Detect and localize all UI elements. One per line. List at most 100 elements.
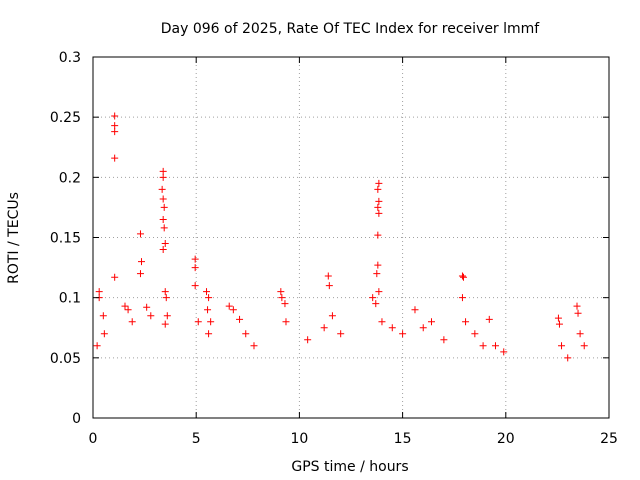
data-point [147, 312, 155, 320]
data-point [304, 336, 312, 344]
data-point [159, 195, 167, 203]
data-point [337, 330, 345, 338]
data-point [159, 246, 167, 254]
data-point [574, 309, 582, 317]
x-tick-label: 0 [89, 431, 98, 447]
x-axis-label: GPS time / hours [291, 459, 408, 475]
y-tick-label: 0 [72, 411, 81, 427]
data-point [158, 185, 166, 193]
data-point [95, 288, 103, 296]
data-point [458, 272, 466, 280]
x-tick-label: 15 [394, 431, 412, 447]
grid-lines [93, 57, 609, 418]
data-point [411, 306, 419, 314]
data-point [159, 215, 167, 223]
data-point [277, 288, 285, 296]
data-point [111, 112, 119, 120]
data-point [229, 306, 237, 314]
data-point [459, 273, 467, 281]
data-point [236, 315, 244, 323]
data-point [555, 320, 563, 328]
data-point [100, 330, 108, 338]
data-point [281, 300, 289, 308]
data-point [374, 203, 382, 211]
y-tick-label: 0.2 [59, 170, 81, 186]
data-point [191, 264, 199, 272]
x-tick-label: 5 [192, 431, 201, 447]
data-point [554, 314, 562, 322]
data-point [161, 288, 169, 296]
data-point [204, 306, 212, 314]
y-tick-label: 0.25 [50, 110, 81, 126]
data-point [373, 270, 381, 278]
data-point [205, 330, 213, 338]
data-point [207, 318, 215, 326]
data-point [136, 230, 144, 238]
data-point [479, 342, 487, 350]
data-point [111, 122, 119, 130]
data-point [419, 324, 427, 332]
data-point [99, 312, 107, 320]
data-point [471, 330, 479, 338]
data-point [325, 282, 333, 290]
y-tick-label: 0.05 [50, 351, 81, 367]
data-point [128, 318, 136, 326]
y-axis-label: ROTI / TECUs [6, 192, 22, 284]
data-point [161, 240, 169, 248]
data-points [93, 112, 588, 362]
data-point [378, 318, 386, 326]
data-point [328, 312, 336, 320]
data-point [573, 302, 581, 310]
y-tick-label: 0.3 [59, 50, 81, 66]
data-point [576, 330, 584, 338]
data-point [111, 273, 119, 281]
data-point [375, 197, 383, 205]
data-point [375, 179, 383, 187]
x-tick-label: 25 [600, 431, 618, 447]
data-point [203, 288, 211, 296]
data-point [491, 342, 499, 350]
data-point [440, 336, 448, 344]
data-point [458, 294, 466, 302]
data-point [111, 154, 119, 162]
data-point [160, 224, 168, 232]
data-point [485, 315, 493, 323]
data-point [205, 294, 213, 302]
data-point [558, 342, 566, 350]
data-point [374, 185, 382, 193]
data-point [111, 128, 119, 136]
data-point [462, 318, 470, 326]
data-point [161, 320, 169, 328]
axis-ticks: 0 5 10 15 20 25 0 0.05 0.1 0.15 0.2 0.25 0.3 [50, 50, 618, 447]
data-point [162, 294, 170, 302]
data-point [194, 318, 202, 326]
data-point [191, 282, 199, 290]
data-point [375, 288, 383, 296]
data-point [320, 324, 328, 332]
x-tick-label: 20 [497, 431, 515, 447]
data-point [375, 209, 383, 217]
data-point [225, 302, 233, 310]
data-point [388, 324, 396, 332]
data-point [124, 306, 132, 314]
data-point [191, 255, 199, 263]
data-point [93, 342, 101, 350]
y-tick-label: 0.1 [59, 291, 81, 307]
data-point [160, 203, 168, 211]
chart-title: Day 096 of 2025, Rate Of TEC Index for r… [161, 21, 541, 37]
y-tick-label: 0.15 [50, 231, 81, 247]
data-point [136, 270, 144, 278]
data-point [250, 342, 258, 350]
data-point [500, 348, 508, 356]
data-point [374, 231, 382, 239]
data-point [138, 258, 146, 266]
data-point [399, 330, 407, 338]
data-point [369, 294, 377, 302]
data-point [282, 318, 290, 326]
data-point [374, 261, 382, 269]
data-point [143, 303, 151, 311]
data-point [580, 342, 588, 350]
data-point [159, 167, 167, 175]
